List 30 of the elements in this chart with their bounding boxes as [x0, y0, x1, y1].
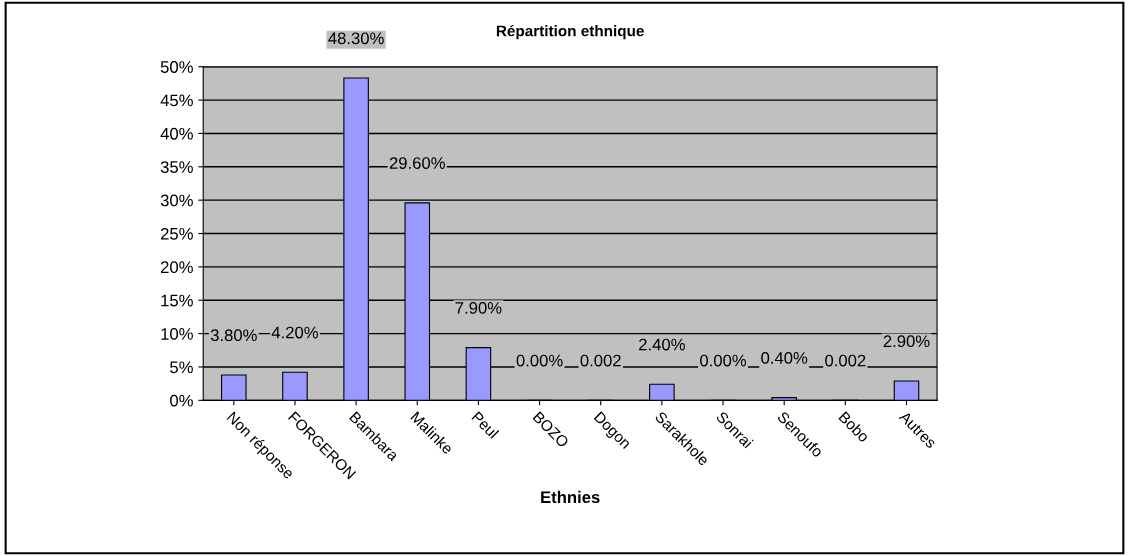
- data-label: 0.00%: [700, 354, 747, 367]
- data-label: 0.002: [825, 354, 866, 367]
- bar: [893, 380, 920, 401]
- bar: [221, 374, 247, 401]
- y-tick-label: 0%: [170, 394, 193, 407]
- data-label: 2.40%: [639, 338, 685, 351]
- y-tick-label: 35%: [160, 161, 193, 173]
- bar: [649, 383, 675, 401]
- data-label: 48.30%: [328, 32, 384, 45]
- y-tick-label: 5%: [170, 361, 193, 374]
- y-tick-label: 30%: [160, 194, 193, 207]
- data-label: 7.90%: [455, 301, 502, 314]
- y-tick-label: 45%: [160, 94, 193, 107]
- y-tick-label: 40%: [160, 127, 193, 140]
- bar: [282, 371, 308, 401]
- data-label: 4.20%: [271, 326, 318, 339]
- data-label: 0.002: [580, 354, 621, 367]
- y-tick-label: 20%: [160, 261, 193, 274]
- data-label: 0.40%: [761, 352, 808, 364]
- y-tick-label: 50%: [160, 61, 193, 73]
- data-label: 2.90%: [883, 335, 930, 348]
- bar: [771, 397, 797, 401]
- x-axis-title: Ethnies: [541, 490, 600, 504]
- data-label: 0.00%: [516, 354, 563, 367]
- y-tick-label: 10%: [161, 328, 193, 340]
- y-tick-label: 25%: [160, 227, 193, 240]
- y-tick-label: 15%: [161, 294, 193, 307]
- data-label: 3.80%: [210, 329, 257, 342]
- chart-title: Répartition ethnique: [496, 24, 644, 40]
- data-label: 29.60%: [389, 157, 445, 169]
